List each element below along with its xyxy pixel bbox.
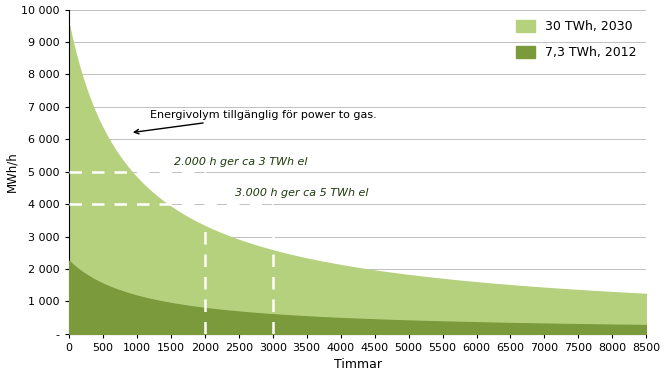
Text: 2.000 h ger ca 3 TWh el: 2.000 h ger ca 3 TWh el [174,157,308,167]
X-axis label: Timmar: Timmar [334,359,382,371]
Text: 3.000 h ger ca 5 TWh el: 3.000 h ger ca 5 TWh el [235,188,369,198]
Text: Energivolym tillgänglig för power to gas.: Energivolym tillgänglig för power to gas… [135,110,377,134]
Legend: 30 TWh, 2030, 7,3 TWh, 2012: 30 TWh, 2030, 7,3 TWh, 2012 [512,16,640,63]
Y-axis label: MWh/h: MWh/h [5,151,19,192]
